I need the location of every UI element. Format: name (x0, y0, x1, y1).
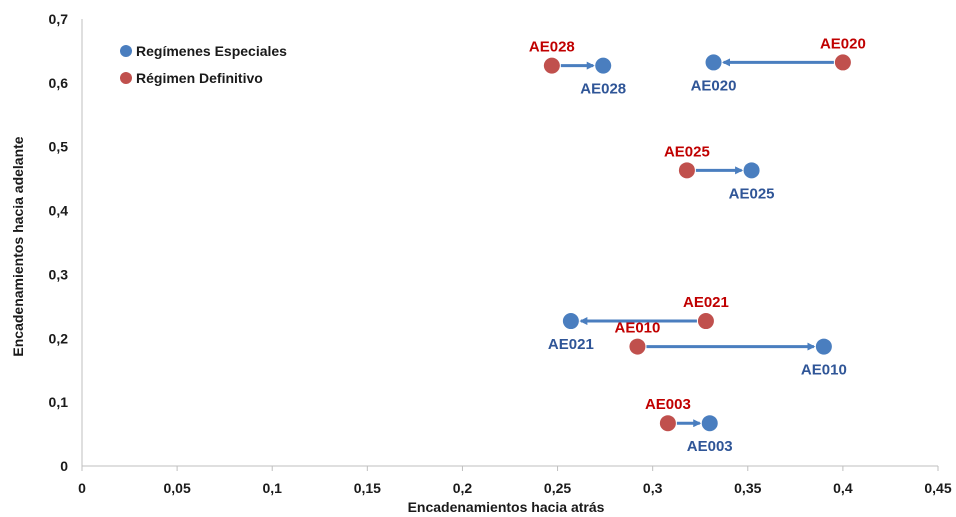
definitivo-point-ae003 (659, 415, 676, 432)
y-tick-label: 0,6 (49, 75, 69, 91)
points-group (543, 54, 851, 432)
definitivo-point-ae028 (543, 57, 560, 74)
definitivo-point-ae021 (697, 313, 714, 330)
y-tick-label: 0 (60, 458, 68, 474)
definitivo-label-ae003: AE003 (645, 396, 691, 413)
x-tick-label: 0,15 (354, 480, 381, 496)
x-tick-label: 0,3 (643, 480, 663, 496)
definitivo-point-ae020 (834, 54, 851, 71)
legend: Regímenes Especiales Régimen Definitivo (120, 43, 287, 86)
legend-marker (120, 45, 132, 57)
x-tick-label: 0,1 (262, 480, 282, 496)
especiales-label-ae020: AE020 (691, 77, 737, 94)
x-tick-label: 0,05 (163, 480, 190, 496)
especiales-label-ae021: AE021 (548, 336, 594, 353)
especiales-label-ae028: AE028 (580, 81, 626, 98)
especiales-point-ae025 (743, 162, 760, 179)
y-tick-label: 0,1 (49, 394, 69, 410)
arrows-group (560, 58, 834, 428)
y-tick-label: 0,2 (49, 330, 69, 346)
especiales-label-ae003: AE003 (687, 438, 733, 455)
y-axis-title: Encadenamientos hacia adelante (10, 136, 26, 356)
definitivo-label-ae025: AE025 (664, 143, 710, 160)
y-tick-label: 0,7 (49, 11, 69, 27)
y-tick-label: 0,3 (49, 266, 69, 282)
y-tick-label: 0,4 (49, 203, 69, 219)
definitivo-point-ae025 (678, 162, 695, 179)
especiales-label-ae010: AE010 (801, 362, 847, 379)
axes: 0 0,05 0,1 0,15 0,2 0,25 0,3 0,35 0,4 0,45 0 0,1 0,2… (49, 11, 952, 496)
x-tick-label: 0,35 (734, 480, 761, 496)
x-tick-label: 0,2 (453, 480, 473, 496)
definitivo-label-ae010: AE010 (615, 320, 661, 337)
x-tick-label: 0,25 (544, 480, 571, 496)
definitivo-label-ae020: AE020 (820, 35, 866, 52)
especiales-label-ae025: AE025 (729, 185, 775, 202)
definitivo-label-ae021: AE021 (683, 294, 729, 311)
x-tick-label: 0,4 (833, 480, 853, 496)
especiales-point-ae028 (595, 57, 612, 74)
legend-label: Régimen Definitivo (136, 70, 263, 86)
especiales-point-ae021 (562, 313, 579, 330)
legend-label: Regímenes Especiales (136, 43, 287, 59)
x-tick-label: 0,45 (924, 480, 951, 496)
especiales-point-ae020 (705, 54, 722, 71)
legend-marker (120, 72, 132, 84)
definitivo-point-ae010 (629, 338, 646, 355)
x-tick-label: 0 (78, 480, 86, 496)
definitivo-label-ae028: AE028 (529, 39, 575, 56)
point-labels-group: AE028 AE020 AE025 AE021 AE010 AE003 AE028 AE020… (529, 35, 866, 455)
y-tick-label: 0,5 (49, 139, 69, 155)
x-axis-title: Encadenamientos hacia atrás (408, 499, 605, 515)
especiales-point-ae010 (815, 338, 832, 355)
especiales-point-ae003 (701, 415, 718, 432)
